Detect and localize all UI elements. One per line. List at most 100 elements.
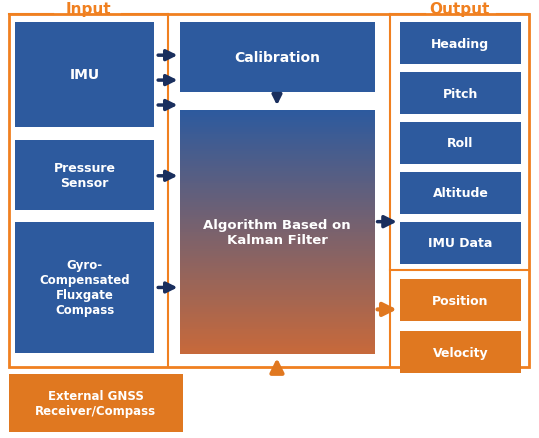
Bar <box>399 222 521 264</box>
Bar <box>180 220 375 223</box>
Bar <box>399 280 521 321</box>
Text: External GNSS
Receiver/Compass: External GNSS Receiver/Compass <box>35 389 156 417</box>
Bar <box>180 341 375 345</box>
Bar <box>180 293 375 296</box>
Bar <box>180 314 375 318</box>
Bar <box>180 317 375 321</box>
Bar <box>180 232 375 236</box>
Bar <box>180 268 375 272</box>
Bar <box>180 171 375 175</box>
Bar <box>180 271 375 274</box>
Bar <box>180 159 375 162</box>
Text: Pitch: Pitch <box>443 87 478 100</box>
Bar <box>180 319 375 323</box>
Bar <box>180 283 375 286</box>
Bar <box>180 155 375 158</box>
Bar <box>180 286 375 289</box>
Bar <box>180 205 375 209</box>
Bar <box>180 298 375 301</box>
Bar <box>180 218 375 221</box>
Bar <box>399 173 521 214</box>
Bar <box>180 256 375 260</box>
Bar <box>180 329 375 332</box>
Bar <box>180 351 375 354</box>
Bar <box>180 188 375 192</box>
Bar <box>180 223 375 226</box>
Bar <box>180 244 375 247</box>
Bar <box>180 278 375 282</box>
Bar <box>180 179 375 182</box>
Text: Output: Output <box>429 2 489 17</box>
Bar <box>180 322 375 325</box>
Bar <box>180 174 375 177</box>
Bar <box>180 230 375 233</box>
Bar <box>180 305 375 308</box>
Bar <box>180 346 375 350</box>
Bar <box>180 261 375 265</box>
Text: Heading: Heading <box>431 38 489 51</box>
Bar <box>399 332 521 373</box>
Bar <box>180 290 375 294</box>
Text: Velocity: Velocity <box>433 346 488 359</box>
Bar <box>180 310 375 313</box>
Bar <box>399 23 521 65</box>
Bar <box>180 120 375 124</box>
Text: Gyro-
Compensated
Fluxgate
Compass: Gyro- Compensated Fluxgate Compass <box>39 259 130 317</box>
Bar <box>180 300 375 304</box>
Bar <box>180 113 375 117</box>
Bar <box>180 181 375 184</box>
Bar <box>180 247 375 250</box>
Bar <box>180 142 375 146</box>
Text: Algorithm Based on
Kalman Filter: Algorithm Based on Kalman Filter <box>203 218 351 246</box>
Bar <box>15 23 154 127</box>
Bar <box>180 201 375 204</box>
Bar <box>180 213 375 216</box>
Bar <box>180 135 375 138</box>
Text: IMU: IMU <box>70 68 100 82</box>
Bar <box>180 227 375 231</box>
Bar <box>180 176 375 180</box>
Bar <box>180 133 375 136</box>
Bar <box>180 334 375 337</box>
Bar <box>180 266 375 269</box>
Bar <box>180 203 375 206</box>
Bar <box>180 157 375 160</box>
Bar <box>180 344 375 347</box>
Bar <box>180 166 375 170</box>
Bar <box>180 111 375 114</box>
Bar <box>399 123 521 164</box>
Bar <box>180 215 375 219</box>
Bar <box>180 312 375 316</box>
Bar <box>180 186 375 189</box>
Bar <box>15 141 154 210</box>
Bar <box>180 324 375 328</box>
Bar <box>180 193 375 197</box>
Bar <box>180 276 375 279</box>
Bar <box>180 169 375 173</box>
Bar <box>180 273 375 277</box>
Text: Pressure
Sensor: Pressure Sensor <box>53 162 115 189</box>
Bar <box>180 147 375 151</box>
Bar <box>180 237 375 240</box>
Bar <box>180 234 375 238</box>
Bar <box>180 118 375 121</box>
Bar <box>180 249 375 253</box>
Text: Position: Position <box>432 294 489 307</box>
Bar <box>180 210 375 214</box>
Bar <box>180 128 375 131</box>
Bar <box>180 240 375 243</box>
Bar <box>180 196 375 199</box>
Text: Roll: Roll <box>447 137 474 150</box>
Bar <box>180 349 375 352</box>
Bar <box>180 288 375 291</box>
Bar <box>9 374 183 432</box>
Bar <box>180 303 375 306</box>
Bar <box>180 264 375 267</box>
Bar <box>180 198 375 201</box>
Bar <box>180 125 375 129</box>
Bar <box>180 184 375 187</box>
Bar <box>9 15 529 367</box>
Bar <box>180 332 375 335</box>
Bar <box>180 281 375 284</box>
Bar <box>180 123 375 126</box>
